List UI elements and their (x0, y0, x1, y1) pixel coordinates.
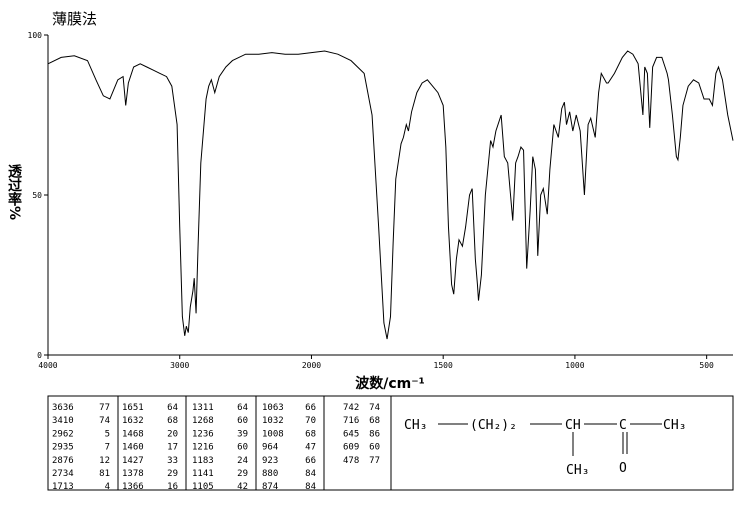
chart-title: 薄膜法 (52, 10, 97, 28)
peak-transmittance: 70 (305, 416, 316, 426)
peak-transmittance: 60 (369, 443, 380, 453)
peak-wavenumber: 923 (262, 456, 278, 466)
peak-transmittance: 7 (105, 443, 110, 453)
peak-transmittance: 84 (305, 482, 316, 492)
y-tick-label: 100 (28, 31, 43, 40)
peak-transmittance: 4 (105, 482, 110, 492)
peak-wavenumber: 2876 (52, 456, 74, 466)
peak-transmittance: 81 (99, 469, 110, 479)
peak-wavenumber: 478 (343, 456, 359, 466)
peak-wavenumber: 3410 (52, 416, 74, 426)
peak-wavenumber: 1378 (122, 469, 144, 479)
peak-transmittance: 68 (369, 416, 380, 426)
peak-transmittance: 84 (305, 469, 316, 479)
peak-transmittance: 17 (167, 443, 178, 453)
x-tick-label: 2000 (302, 361, 321, 370)
peak-wavenumber: 1632 (122, 416, 144, 426)
peak-transmittance: 66 (305, 456, 316, 466)
peak-transmittance: 29 (237, 469, 248, 479)
peak-wavenumber: 874 (262, 482, 278, 492)
peak-wavenumber: 1008 (262, 429, 284, 439)
peak-wavenumber: 1216 (192, 443, 214, 453)
peak-transmittance: 16 (167, 482, 178, 492)
peak-wavenumber: 1183 (192, 456, 214, 466)
peak-transmittance: 77 (369, 456, 380, 466)
x-tick-label: 4000 (38, 361, 57, 370)
peak-wavenumber: 2734 (52, 469, 74, 479)
x-axis-label: 波数/cm⁻¹ (355, 375, 425, 392)
x-tick-label: 3000 (170, 361, 189, 370)
table-dividers (117, 396, 392, 490)
peak-transmittance: 74 (99, 416, 110, 426)
peak-transmittance: 24 (237, 456, 248, 466)
x-tick-label: 1500 (434, 361, 453, 370)
peak-transmittance: 47 (305, 443, 316, 453)
peak-wavenumber: 742 (343, 403, 359, 413)
peak-transmittance: 5 (105, 429, 110, 439)
structure-group: CH₃ (663, 418, 686, 433)
peak-transmittance: 77 (99, 403, 110, 413)
peak-wavenumber: 1141 (192, 469, 214, 479)
peak-transmittance: 42 (237, 482, 248, 492)
peak-transmittance: 12 (99, 456, 110, 466)
peak-wavenumber: 2962 (52, 429, 74, 439)
structure-group: (CH₂)₂ (470, 418, 517, 433)
peak-wavenumber: 609 (343, 443, 359, 453)
structure-group: CH₃ (566, 463, 589, 478)
peak-transmittance: 68 (167, 416, 178, 426)
structure-group: CH₃ (404, 418, 427, 433)
peak-transmittance: 60 (237, 443, 248, 453)
y-axis-label: 透过率% (6, 164, 22, 220)
peak-wavenumber: 880 (262, 469, 278, 479)
peak-transmittance: 39 (237, 429, 248, 439)
peak-transmittance: 68 (305, 429, 316, 439)
peak-transmittance: 74 (369, 403, 380, 413)
peak-transmittance: 60 (237, 416, 248, 426)
peak-wavenumber: 964 (262, 443, 278, 453)
y-tick-label: 0 (37, 351, 42, 360)
peak-transmittance: 64 (167, 403, 178, 413)
peak-transmittance: 64 (237, 403, 248, 413)
peak-wavenumber: 1063 (262, 403, 284, 413)
peak-wavenumber: 2935 (52, 443, 74, 453)
peak-wavenumber: 716 (343, 416, 359, 426)
peak-transmittance: 86 (369, 429, 380, 439)
peak-transmittance: 66 (305, 403, 316, 413)
peak-transmittance: 29 (167, 469, 178, 479)
structure-group: CH (565, 418, 581, 433)
peak-wavenumber: 1651 (122, 403, 144, 413)
x-tick-label: 500 (699, 361, 714, 370)
peak-wavenumber: 1427 (122, 456, 144, 466)
peak-wavenumber: 645 (343, 429, 359, 439)
peak-transmittance: 20 (167, 429, 178, 439)
peak-transmittance: 33 (167, 456, 178, 466)
x-tick-label: 1000 (565, 361, 584, 370)
spectrum-line (47, 50, 734, 340)
peak-wavenumber: 1468 (122, 429, 144, 439)
peak-wavenumber: 1713 (52, 482, 74, 492)
peak-wavenumber: 1236 (192, 429, 214, 439)
structure-group: O (619, 461, 627, 476)
y-tick-label: 50 (32, 191, 42, 200)
peak-wavenumber: 1268 (192, 416, 214, 426)
peak-wavenumber: 1366 (122, 482, 144, 492)
peak-wavenumber: 1105 (192, 482, 214, 492)
structure-bonds (438, 423, 662, 456)
peak-wavenumber: 1311 (192, 403, 214, 413)
peak-wavenumber: 1032 (262, 416, 284, 426)
peak-wavenumber: 1460 (122, 443, 144, 453)
peak-wavenumber: 3636 (52, 403, 74, 413)
structure-group: C (619, 418, 627, 433)
